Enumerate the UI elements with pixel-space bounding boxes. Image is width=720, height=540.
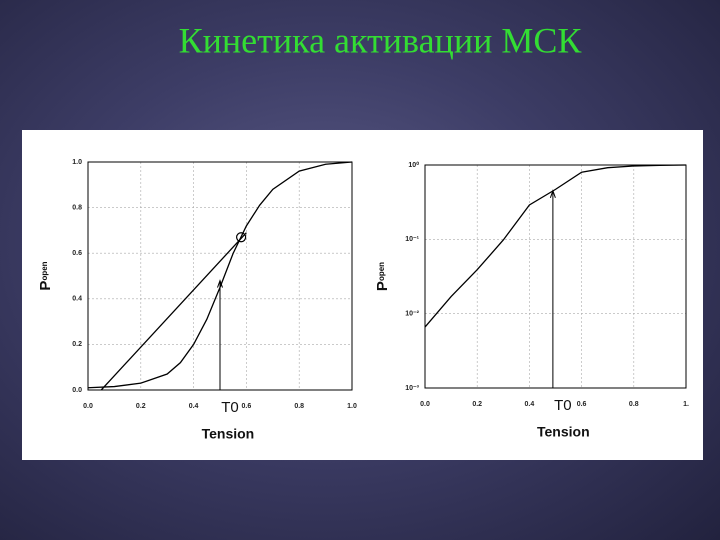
y-axis-label-main: P xyxy=(37,281,54,291)
x-tick-label: 0.8 xyxy=(294,403,304,410)
y-tick-label: 0.4 xyxy=(72,296,82,303)
y-axis-label: Popen xyxy=(374,262,391,291)
arrow-head xyxy=(549,189,556,198)
y-axis-label-sub: open xyxy=(40,261,49,280)
y-tick-label: 0.2 xyxy=(72,341,82,348)
marker xyxy=(236,232,247,243)
y-tick-label: 0.6 xyxy=(72,250,82,257)
y-tick-label: 1.0 xyxy=(72,159,82,166)
slide-title: Кинетика активации МСК xyxy=(179,20,583,60)
y-axis-label-main: P xyxy=(374,281,391,291)
x-tick-label: 0.4 xyxy=(189,403,199,410)
y-tick-label: 0.0 xyxy=(72,387,82,394)
x-tick-label: 1.0 xyxy=(347,403,357,410)
x-tick-label: 0.6 xyxy=(242,403,252,410)
y-tick-label: 10⁻¹ xyxy=(405,236,419,243)
x-tick-label: 0.2 xyxy=(136,403,146,410)
series-line xyxy=(100,232,247,391)
x-tick-label: 0.6 xyxy=(577,401,587,408)
x-tick-label: 0.4 xyxy=(525,401,535,408)
y-tick-label: 10⁻² xyxy=(405,311,419,318)
annotation: T0 xyxy=(221,399,239,416)
panel xyxy=(22,130,703,460)
y-axis-label: Popen xyxy=(37,261,54,290)
arrow-head xyxy=(217,279,223,288)
x-tick-label: 0.2 xyxy=(472,401,482,408)
y-axis-label-sub: open xyxy=(377,262,386,281)
x-tick-label: 1. xyxy=(683,401,689,408)
x-axis-label: Tension xyxy=(537,424,590,440)
annotation: T0 xyxy=(554,397,572,414)
y-tick-label: 10⁻³ xyxy=(405,385,419,392)
y-tick-label: 10⁰ xyxy=(408,161,419,169)
x-axis-label: Tension xyxy=(202,426,255,442)
x-tick-label: 0.8 xyxy=(629,401,639,408)
plot-frame xyxy=(424,164,687,389)
y-tick-label: 0.8 xyxy=(72,204,82,211)
x-tick-label: 0.0 xyxy=(83,403,93,410)
x-tick-label: 0.0 xyxy=(420,401,430,408)
series-line xyxy=(424,164,687,328)
